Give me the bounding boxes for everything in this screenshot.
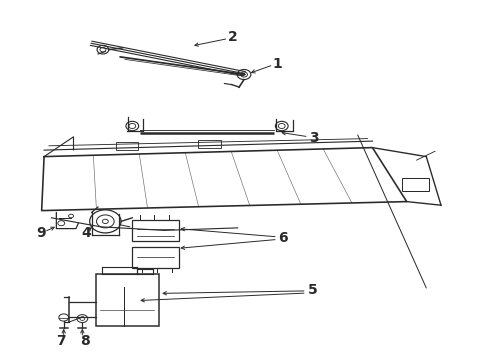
Bar [96,274,159,326]
Bar [402,178,429,191]
Text: 9: 9 [36,226,46,240]
Text: 1: 1 [272,57,282,71]
Text: 5: 5 [308,283,318,297]
Text: 3: 3 [309,131,318,144]
Text: 7: 7 [56,334,66,348]
Text: 2: 2 [228,30,238,44]
Text: 6: 6 [278,231,288,245]
Text: 8: 8 [80,334,90,348]
Text: 4: 4 [81,226,91,240]
